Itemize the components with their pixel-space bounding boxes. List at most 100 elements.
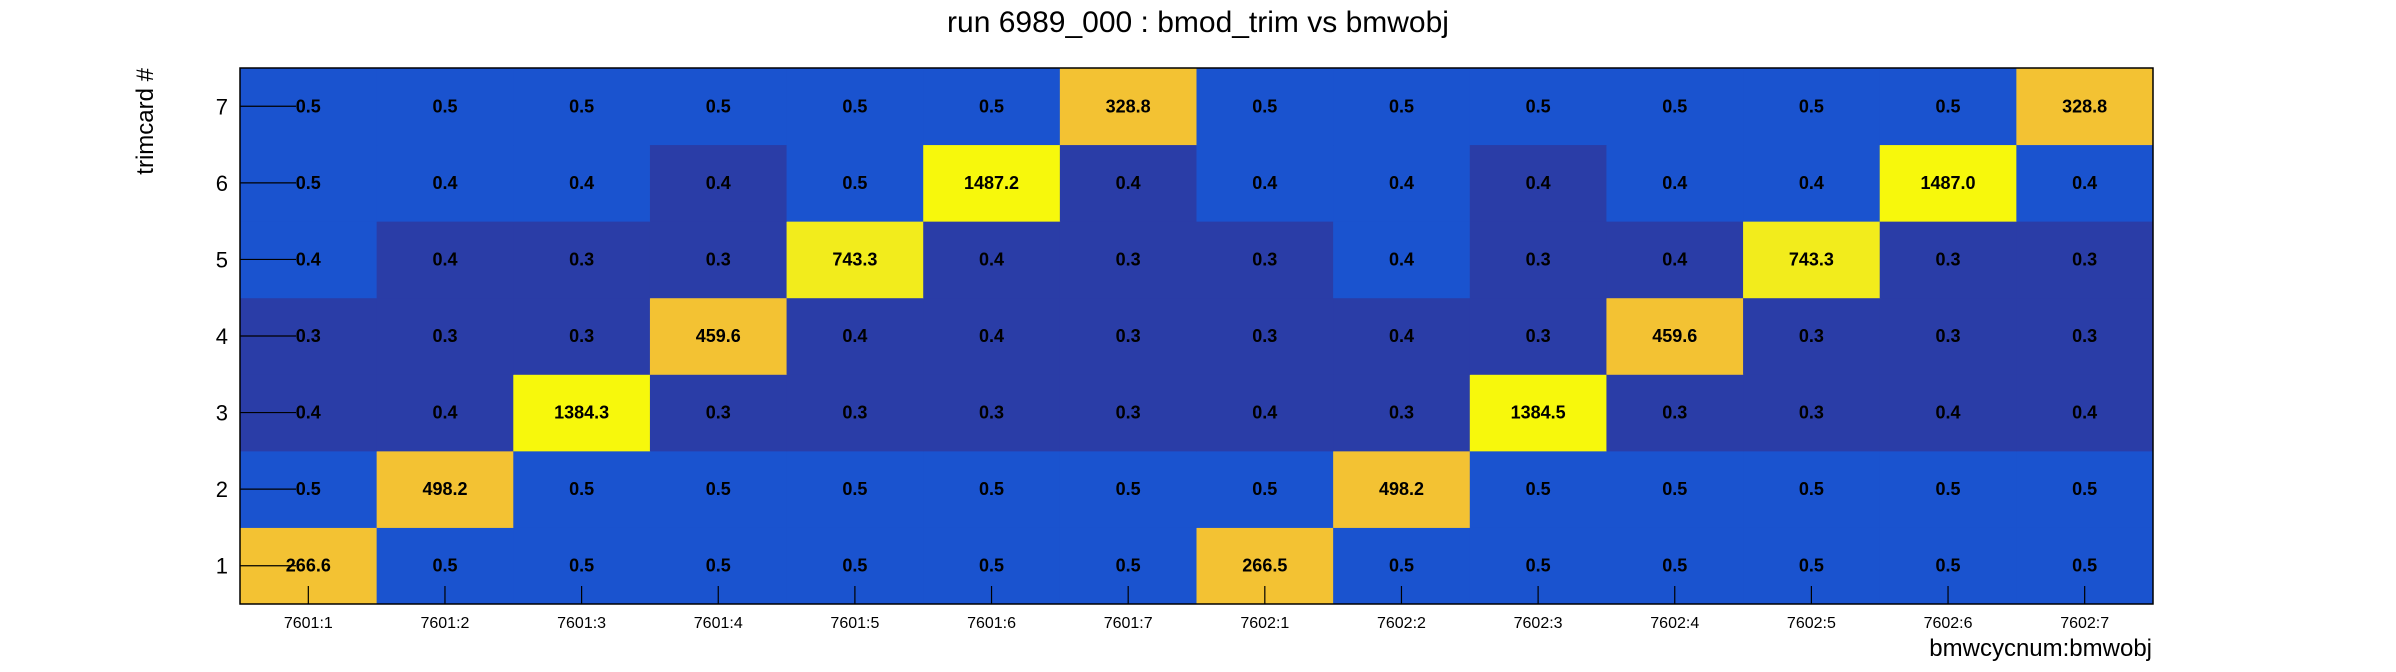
- heatmap-cell: [2016, 374, 2154, 452]
- cell-value-label: 0.3: [1116, 403, 1141, 423]
- heatmap-cell: [1196, 221, 1334, 299]
- cell-value-label: 0.4: [1662, 173, 1687, 193]
- cell-value-label: 0.5: [296, 96, 321, 116]
- heatmap-cell: [376, 144, 514, 222]
- cell-value-label: 0.4: [1936, 403, 1961, 423]
- heatmap-cell: [2016, 221, 2154, 299]
- cell-value-label: 0.3: [842, 403, 867, 423]
- cell-value-label: 0.3: [706, 403, 731, 423]
- heatmap-cell: [1743, 221, 1881, 299]
- cell-value-label: 0.4: [1116, 173, 1141, 193]
- cell-value-label: 0.4: [1252, 173, 1277, 193]
- heatmap-cell: [1469, 221, 1607, 299]
- x-tick-label: 7601:4: [694, 615, 743, 632]
- cell-value-label: 0.5: [979, 96, 1004, 116]
- x-tick-label: 7602:4: [1650, 615, 1699, 632]
- heatmap-cell: [923, 450, 1061, 528]
- heatmap-cell: [1743, 297, 1881, 375]
- heatmap-cell: [649, 144, 788, 222]
- y-axis: 1 2 3 4 5 6 7: [216, 94, 296, 579]
- heatmap-cell: [1059, 297, 1197, 375]
- cell-value-label: 0.4: [2072, 173, 2097, 193]
- cell-value-label: 0.4: [432, 173, 457, 193]
- cell-value-label: 0.3: [1799, 403, 1824, 423]
- heatmap-cell: [1606, 297, 1744, 375]
- heatmap-cell: [923, 221, 1061, 299]
- heatmap-cell: [649, 374, 788, 452]
- cell-value-label: 0.3: [569, 249, 594, 269]
- heatmap-cell: [1059, 144, 1197, 222]
- cell-value-label: 0.5: [1526, 556, 1551, 576]
- cell-value-label: 0.5: [1252, 479, 1277, 499]
- cell-value-label: 0.5: [432, 556, 457, 576]
- cell-value-label: 0.4: [432, 249, 457, 269]
- cell-value-label: 0.3: [979, 403, 1004, 423]
- heatmap-cell: [1606, 374, 1744, 452]
- x-tick-label: 7601:1: [284, 615, 333, 632]
- cell-value-label: 0.4: [706, 173, 731, 193]
- cell-value-label: 0.3: [2072, 326, 2097, 346]
- heatmap-cell: [786, 221, 924, 299]
- cell-value-label: 0.5: [1799, 96, 1824, 116]
- heatmap-cell: [1333, 297, 1471, 375]
- x-tick-label: 7601:3: [557, 615, 606, 632]
- heatmap-cell: [1059, 221, 1197, 299]
- heatmap-cell: [1196, 450, 1334, 528]
- heatmap-cell: [376, 297, 514, 375]
- heatmap-cell: [1059, 68, 1197, 146]
- heatmap-cell: [513, 297, 651, 375]
- cell-value-label: 0.5: [842, 96, 867, 116]
- heatmap-cell: [1879, 297, 2017, 375]
- heatmap-cell: [923, 68, 1061, 146]
- cell-value-label: 266.6: [286, 556, 331, 576]
- cell-value-label: 0.5: [1252, 96, 1277, 116]
- heatmap-cell: [1879, 144, 2017, 222]
- cell-value-label: 0.4: [569, 173, 594, 193]
- cell-value-label: 0.5: [706, 96, 731, 116]
- heatmap-cell: [513, 221, 651, 299]
- heatmap-cell: [1059, 374, 1197, 452]
- heatmap-cell: [1469, 297, 1607, 375]
- heatmap-cell: [1469, 68, 1607, 146]
- cell-value-label: 0.4: [1252, 403, 1277, 423]
- heatmap-cell: [1743, 144, 1881, 222]
- cell-value-label: 266.5: [1242, 556, 1287, 576]
- cell-value-label: 1384.3: [554, 403, 609, 423]
- heatmap-cell: [1606, 144, 1744, 222]
- cell-value-label: 0.4: [1389, 249, 1414, 269]
- cell-value-label: 0.5: [1526, 479, 1551, 499]
- cell-value-label: 0.3: [1116, 326, 1141, 346]
- cell-value-label: 0.3: [1116, 249, 1141, 269]
- cell-value-label: 0.4: [1799, 173, 1824, 193]
- cell-value-label: 0.4: [296, 249, 321, 269]
- cell-value-label: 0.3: [1936, 326, 1961, 346]
- cell-value-label: 0.3: [706, 249, 731, 269]
- heatmap-cell: [2016, 144, 2154, 222]
- cell-value-label: 0.5: [842, 173, 867, 193]
- heatmap-cell: [1333, 144, 1471, 222]
- cell-value-label: 0.3: [1526, 249, 1551, 269]
- heatmap-cell: [1879, 68, 2017, 146]
- heatmap-cell: [1196, 297, 1334, 375]
- heatmap-cell: [513, 144, 651, 222]
- heatmap-cell: [1879, 450, 2017, 528]
- cell-value-label: 0.5: [1936, 479, 1961, 499]
- heatmap-cell: [1743, 450, 1881, 528]
- cell-value-label: 0.5: [1936, 96, 1961, 116]
- heatmap-cell: [1743, 374, 1881, 452]
- cell-value-label: 0.5: [1799, 479, 1824, 499]
- heatmap-cell: [1196, 144, 1334, 222]
- cell-value-label: 0.4: [979, 326, 1004, 346]
- cell-value-label: 0.5: [1799, 556, 1824, 576]
- cell-value-label: 0.3: [1799, 326, 1824, 346]
- cell-value-label: 0.4: [1526, 173, 1551, 193]
- heatmap-cell: [786, 68, 924, 146]
- cell-value-label: 0.5: [1526, 96, 1551, 116]
- heatmap-cell: [513, 450, 651, 528]
- heatmap-cell: [376, 221, 514, 299]
- y-tick-label: 6: [216, 171, 228, 196]
- cell-value-label: 0.3: [432, 326, 457, 346]
- cell-value-label: 0.5: [1389, 96, 1414, 116]
- y-tick-label: 5: [216, 247, 228, 272]
- heatmap-cell: [786, 450, 924, 528]
